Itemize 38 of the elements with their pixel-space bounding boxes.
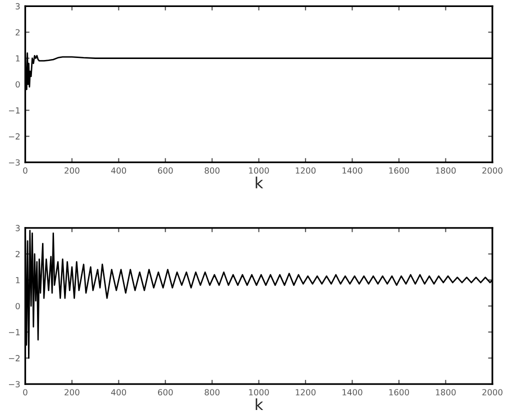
x-tick-label: 1600: [389, 389, 409, 396]
x-tick-label: 400: [111, 167, 126, 174]
x-tick-label: 0: [23, 389, 28, 396]
x-axis-title: k: [256, 176, 264, 188]
y-tick-label: 1: [16, 277, 20, 284]
x-tick-label: 1200: [296, 167, 316, 174]
y-tick-label: 3: [16, 3, 20, 10]
y-tick-label: −2: [8, 133, 20, 140]
x-tick-label: 200: [64, 167, 80, 174]
x-tick-label: 1800: [436, 167, 456, 174]
x-tick-label: 1400: [342, 167, 362, 174]
y-tick-label: 2: [16, 250, 20, 258]
y-tick-label: −3: [8, 381, 20, 388]
x-tick-label: 400: [111, 389, 126, 396]
x-tick-label: 2000: [482, 167, 502, 174]
x-tick-label: 2000: [482, 389, 502, 396]
x-tick-label: 1800: [436, 389, 456, 396]
y-tick-label: −1: [8, 329, 20, 336]
x-tick-label: 0: [23, 167, 28, 174]
x-tick-label: 600: [158, 167, 173, 174]
x-tick-label: 200: [64, 389, 80, 396]
y-tick-label: 0: [16, 302, 20, 310]
x-tick-label: 1400: [342, 389, 362, 396]
y-tick-label: 3: [16, 224, 20, 232]
x-tick-label: 800: [204, 167, 220, 174]
y-tick-label: −1: [8, 107, 20, 114]
x-tick-label: 1000: [249, 389, 269, 396]
x-axis-title: k: [256, 398, 264, 410]
y-tick-label: −3: [8, 159, 20, 166]
y-tick-label: 0: [16, 81, 20, 88]
x-tick-label: 1000: [249, 167, 269, 174]
x-tick-label: 1600: [389, 167, 409, 174]
x-tick-label: 800: [204, 389, 220, 396]
x-tick-label: 1200: [296, 389, 316, 396]
y-tick-label: 1: [16, 55, 20, 62]
y-tick-label: 2: [16, 29, 20, 36]
y-tick-label: −2: [8, 355, 20, 362]
x-tick-label: 600: [158, 389, 173, 396]
